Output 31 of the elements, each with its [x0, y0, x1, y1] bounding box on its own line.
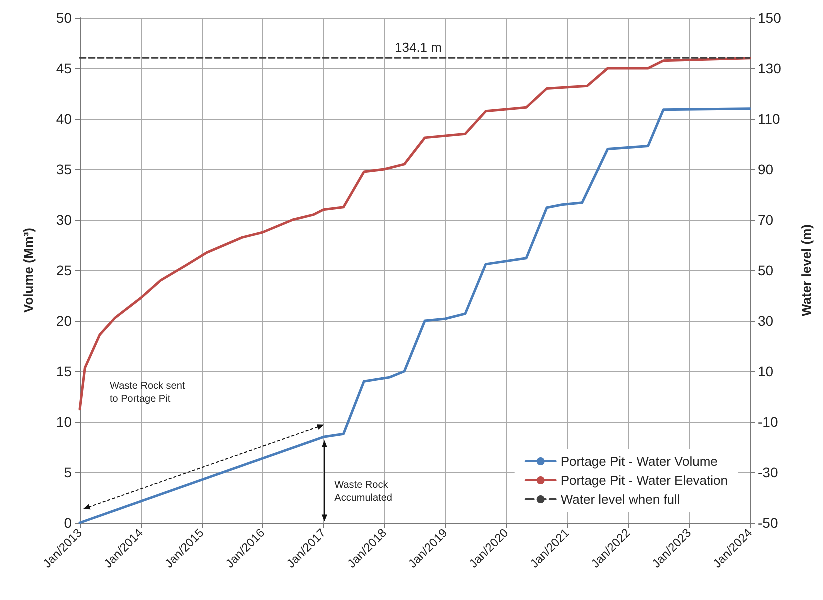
y2-tick-label: 10 [758, 364, 774, 380]
y-tick-label: 40 [56, 111, 72, 127]
y-tick-label: 5 [64, 464, 72, 480]
y2-tick-label: -10 [758, 414, 778, 430]
y2-axis-title: Water level (m) [799, 224, 814, 316]
y-tick-label: 10 [56, 414, 72, 430]
y-tick-label: 30 [56, 212, 72, 228]
y2-tick-label: 70 [758, 212, 774, 228]
annotation: 134.1 m [395, 40, 442, 56]
legend-label: Portage Pit - Water Volume [560, 454, 718, 469]
y-tick-label: 45 [56, 60, 72, 76]
y-tick-label: 20 [56, 313, 72, 329]
y2-tick-label: 110 [758, 111, 781, 127]
line-series [78, 57, 752, 411]
y-tick-label: 0 [64, 515, 72, 531]
annotation: Waste Rock Accumulated [334, 480, 392, 504]
y-tick-label: 15 [56, 364, 72, 380]
legend-label: Water level when full [560, 492, 680, 507]
y2-tick-label: 130 [758, 60, 782, 76]
y2-tick-label: 90 [758, 162, 774, 178]
y2-tick-label: 50 [758, 262, 774, 278]
annotation: Waste Rock sent to Portage Pit [110, 381, 186, 405]
y-axis-title: Volume (Mm³) [21, 228, 36, 313]
y-tick-label: 50 [56, 10, 72, 26]
y-tick-label: 25 [56, 262, 72, 278]
y2-tick-label: -30 [758, 464, 778, 480]
y2-tick-label: 150 [758, 10, 782, 26]
legend-label: Portage Pit - Water Elevation [560, 473, 728, 488]
y2-tick-label: -50 [758, 515, 778, 531]
y-tick-label: 35 [56, 162, 72, 178]
y2-tick-label: 30 [758, 313, 774, 329]
